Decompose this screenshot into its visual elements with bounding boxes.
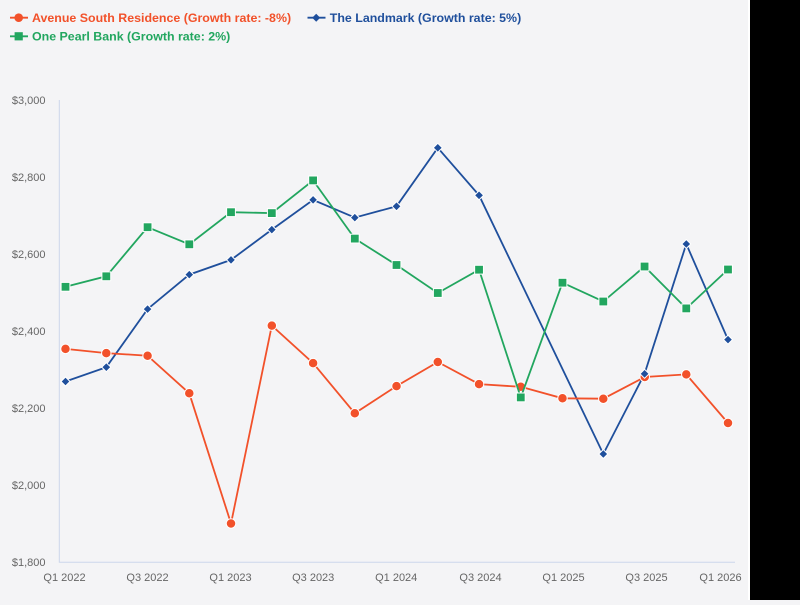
svg-text:$2,600: $2,600: [12, 249, 46, 261]
svg-text:One Pearl Bank (Growth rate: 2: One Pearl Bank (Growth rate: 2%): [32, 29, 230, 43]
svg-text:$2,200: $2,200: [12, 403, 46, 415]
svg-text:$3,000: $3,000: [12, 95, 46, 107]
svg-text:Q3 2024: Q3 2024: [459, 572, 501, 584]
svg-text:$1,800: $1,800: [12, 557, 46, 569]
svg-text:The Landmark (Growth rate: 5%): The Landmark (Growth rate: 5%): [330, 11, 521, 25]
svg-text:$2,000: $2,000: [12, 480, 46, 492]
svg-text:$2,800: $2,800: [12, 172, 46, 184]
svg-text:Q1 2022: Q1 2022: [43, 572, 85, 584]
svg-text:Q3 2023: Q3 2023: [292, 572, 334, 584]
svg-text:Q3 2022: Q3 2022: [126, 572, 168, 584]
svg-text:$2,400: $2,400: [12, 326, 46, 338]
svg-text:Q1 2023: Q1 2023: [209, 572, 251, 584]
svg-text:Q3 2025: Q3 2025: [625, 572, 667, 584]
svg-text:Q1 2026: Q1 2026: [699, 572, 741, 584]
svg-text:Avenue South Residence (Growth: Avenue South Residence (Growth rate: -8%…: [32, 11, 291, 25]
svg-text:Q1 2024: Q1 2024: [375, 572, 417, 584]
svg-text:Q1 2025: Q1 2025: [542, 572, 584, 584]
